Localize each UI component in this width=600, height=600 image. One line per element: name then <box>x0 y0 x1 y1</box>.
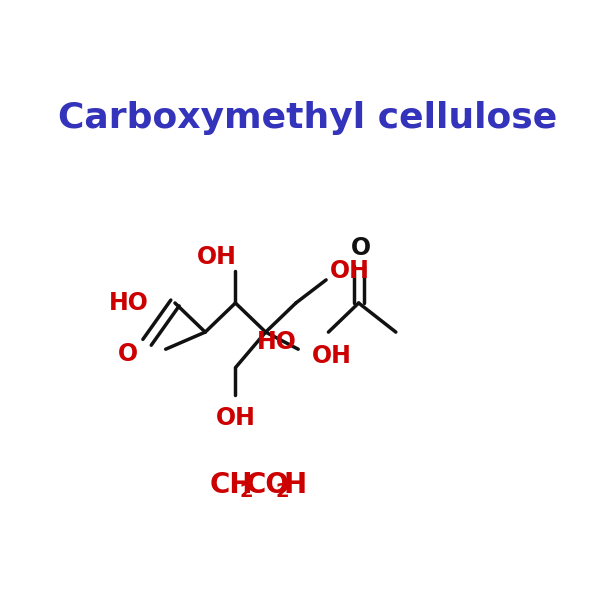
Text: O: O <box>118 342 137 366</box>
Text: OH: OH <box>215 406 256 430</box>
Text: O: O <box>351 236 371 260</box>
Text: OH: OH <box>330 259 370 283</box>
Text: 2: 2 <box>276 482 290 500</box>
Text: HO: HO <box>256 330 296 354</box>
Text: HO: HO <box>109 291 148 315</box>
Text: OH: OH <box>197 245 237 269</box>
Text: H: H <box>283 472 307 499</box>
Text: OH: OH <box>312 344 352 368</box>
Text: 2: 2 <box>239 482 253 500</box>
Text: CO: CO <box>245 472 290 499</box>
Text: CH: CH <box>210 472 253 499</box>
Text: Carboxymethyl cellulose: Carboxymethyl cellulose <box>58 101 557 135</box>
